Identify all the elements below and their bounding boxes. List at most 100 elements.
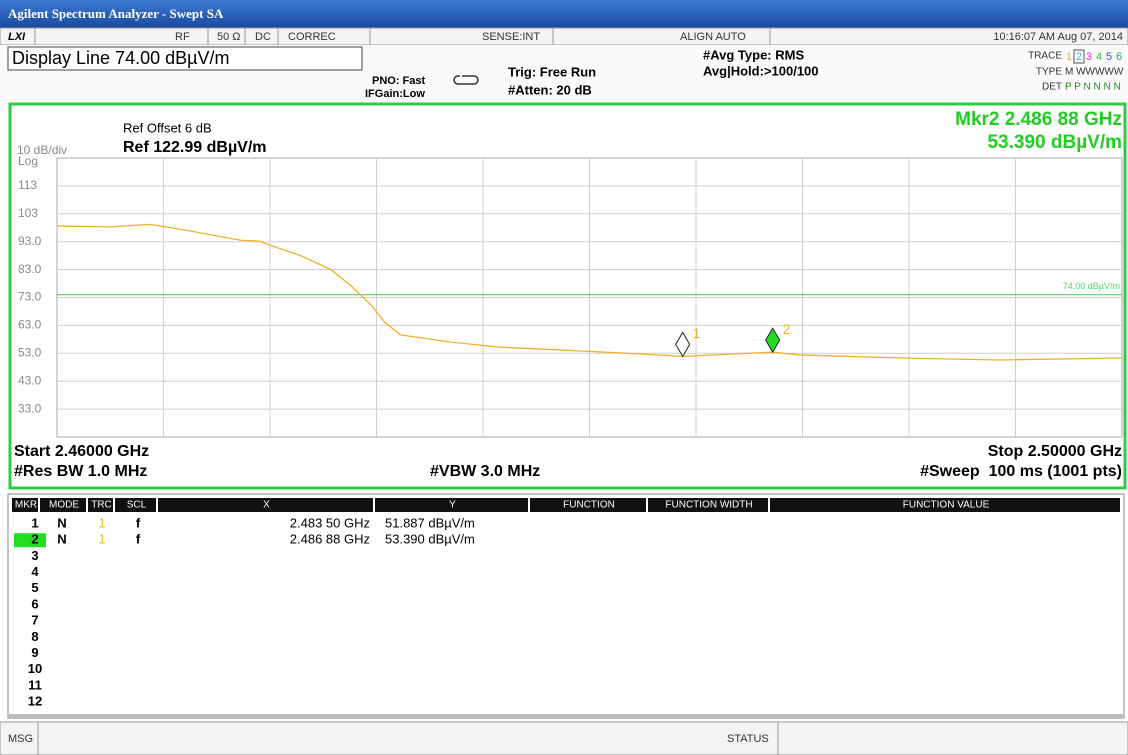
marker [675, 331, 691, 358]
status-separators [34, 28, 771, 45]
attenuation: #Atten: 20 dB [508, 82, 592, 97]
y-tick-label: 113 [18, 178, 37, 192]
status-label: STATUS [727, 733, 769, 745]
marker-number: 11 [28, 677, 42, 692]
column-header-cell [12, 498, 38, 512]
marker-cell: 51.887 dBµV/m [385, 515, 475, 530]
trace-number: 1 [1066, 51, 1072, 63]
marker-cell: 2.483 50 GHz [290, 515, 370, 530]
marker-readout-value: 53.390 dBµV/m [987, 132, 1122, 153]
y-tick-label: 53.0 [18, 345, 42, 359]
marker-cell: N [57, 532, 66, 547]
ref-offset: Ref Offset 6 dB [123, 120, 212, 135]
rbw: #Res BW 1.0 MHz [14, 463, 147, 480]
column-header-cell [770, 498, 1120, 512]
marker-number: 8 [31, 629, 38, 644]
lxi-logo: LXI [8, 31, 26, 43]
type-values: M WWWWW [1065, 67, 1124, 78]
trace-number: 2 [1076, 51, 1082, 63]
stop-frequency: Stop 2.50000 GHz [988, 443, 1122, 460]
table-scroll [9, 714, 1123, 718]
start-frequency: Start 2.46000 GHz [14, 443, 149, 460]
det-values: P P N N N N [1065, 82, 1121, 93]
det-label: DET [1042, 82, 1062, 93]
column-header: TRC [91, 500, 112, 511]
column-header: X [263, 500, 270, 511]
type-label: TYPE [1036, 67, 1062, 78]
title-bar [0, 0, 1128, 28]
marker-table [7, 493, 1125, 719]
marker-number: 2 [31, 532, 38, 547]
marker-table-content: MKR MODE TRC SCL X Y FUNCTION FUNCTION WIDTH FUN… [12, 498, 1120, 709]
marker [765, 327, 781, 354]
marker-cell: 1 [98, 532, 105, 547]
trigger: Trig: Free Run [508, 64, 596, 79]
marker-label: 2 [783, 321, 791, 337]
marker-number: 6 [31, 596, 38, 611]
trace-number: 4 [1096, 51, 1102, 63]
column-header-cell [375, 498, 528, 512]
y-tick-label: 93.0 [18, 234, 42, 248]
marker-number: 3 [31, 548, 38, 563]
active-function-box [7, 46, 363, 71]
coupling: DC [255, 31, 271, 43]
status-row [0, 27, 1128, 46]
marker-number: 1 [31, 515, 38, 530]
trace-number: 3 [1086, 51, 1092, 63]
column-header-cell [530, 498, 646, 512]
y-tick-label: 63.0 [18, 318, 42, 332]
column-header-cell [40, 498, 86, 512]
column-header-cell [88, 498, 113, 512]
column-header: FUNCTION WIDTH [665, 500, 752, 511]
y-tick-label: 43.0 [18, 373, 42, 387]
impedance: 50 Ω [217, 31, 241, 43]
column-header: FUNCTION VALUE [903, 500, 990, 511]
scale-type: Log [18, 154, 38, 168]
align: ALIGN AUTO [680, 31, 746, 43]
correction: CORREC [288, 31, 336, 43]
marker-number: 9 [31, 645, 38, 660]
trace-selected-box [1073, 49, 1085, 64]
column-header-cell [158, 498, 373, 512]
marker-cell: f [136, 515, 141, 530]
free-run-icon [453, 75, 479, 85]
y-tick-label: 73.0 [18, 290, 42, 304]
y-tick-label: 33.0 [18, 401, 42, 415]
y-tick-label: 83.0 [18, 262, 42, 276]
marker-number: 10 [28, 661, 42, 676]
trace-number: 5 [1106, 51, 1112, 63]
column-header: SCL [127, 500, 147, 511]
trace [56, 223, 1123, 361]
pno: PNO: Fast [372, 75, 426, 87]
marker-cell: 2.486 88 GHz [290, 532, 370, 547]
avg-hold: Avg|Hold:>100/100 [703, 63, 819, 78]
column-header-cell [648, 498, 768, 512]
ref-level: Ref 122.99 dBµV/m [123, 139, 267, 156]
column-header: FUNCTION [563, 500, 615, 511]
sweep: #Sweep 100 ms (1001 pts) [920, 463, 1122, 480]
vbw: #VBW 3.0 MHz [430, 463, 540, 480]
column-header: MODE [49, 500, 79, 511]
display-line-label: 74.00 dBµV/m [1063, 281, 1120, 291]
y-tick-label: 103 [18, 206, 38, 220]
marker-number: 7 [31, 613, 38, 628]
trace-number: 6 [1116, 51, 1122, 63]
scale: 10 dB/div [17, 143, 67, 157]
msg-label: MSG [8, 733, 33, 745]
marker-readout: Mkr2 2.486 88 GHz [955, 109, 1122, 130]
window-title: Agilent Spectrum Analyzer - Swept SA [8, 6, 224, 21]
avg-type: #Avg Type: RMS [703, 47, 804, 62]
column-header: MKR [15, 500, 37, 511]
sense: SENSE:INT [482, 31, 540, 43]
datetime: 10:16:07 AM Aug 07, 2014 [993, 31, 1123, 43]
column-header-cell [115, 498, 156, 512]
marker-label: 1 [693, 325, 701, 341]
selected-marker-highlight [14, 533, 46, 548]
marker-number: 12 [28, 694, 42, 709]
plot-area: 113 103 93.0 83.0 73.0 63.0 53.0 43.0 33.0 74.00 … [18, 157, 1123, 438]
marker-cell: 1 [98, 515, 105, 530]
marker-number: 4 [31, 564, 39, 579]
trace-label: TRACE [1028, 51, 1062, 62]
if-gain: IFGain:Low [365, 88, 425, 100]
